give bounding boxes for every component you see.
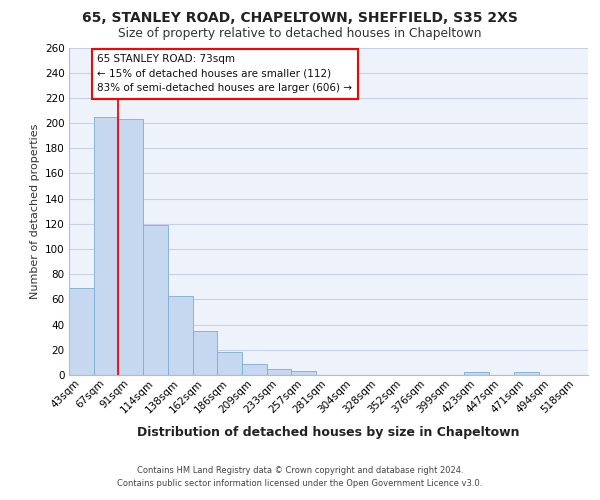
Bar	[267, 368, 292, 375]
Bar	[168, 296, 193, 375]
Bar	[217, 352, 242, 375]
Text: 65 STANLEY ROAD: 73sqm
← 15% of detached houses are smaller (112)
83% of semi-de: 65 STANLEY ROAD: 73sqm ← 15% of detached…	[97, 54, 352, 94]
Bar	[143, 225, 168, 375]
Text: 65, STANLEY ROAD, CHAPELTOWN, SHEFFIELD, S35 2XS: 65, STANLEY ROAD, CHAPELTOWN, SHEFFIELD,…	[82, 12, 518, 26]
Bar	[193, 331, 217, 375]
Bar	[292, 371, 316, 375]
Bar	[514, 372, 539, 375]
Text: Contains HM Land Registry data © Crown copyright and database right 2024.
Contai: Contains HM Land Registry data © Crown c…	[118, 466, 482, 487]
X-axis label: Distribution of detached houses by size in Chapeltown: Distribution of detached houses by size …	[137, 426, 520, 438]
Bar	[242, 364, 267, 375]
Bar	[464, 372, 489, 375]
Y-axis label: Number of detached properties: Number of detached properties	[29, 124, 40, 299]
Bar	[69, 288, 94, 375]
Bar	[118, 120, 143, 375]
Text: Size of property relative to detached houses in Chapeltown: Size of property relative to detached ho…	[118, 28, 482, 40]
Bar	[94, 117, 118, 375]
